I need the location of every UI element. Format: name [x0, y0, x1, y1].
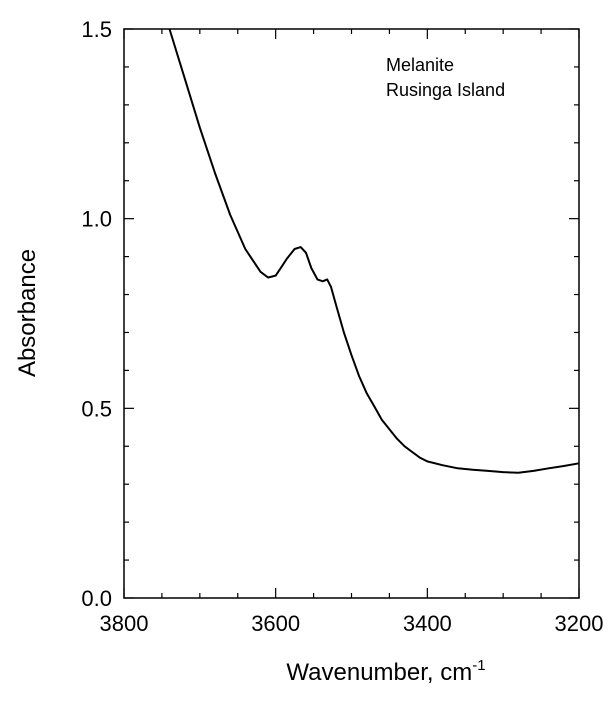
y-tick-label: 0.0	[81, 586, 112, 611]
x-axis-title-superscript: -1	[472, 657, 485, 674]
plot-frame	[123, 28, 580, 599]
annotation-line-2: Rusinga Island	[386, 80, 505, 100]
x-tick-label: 3400	[403, 611, 452, 636]
x-tick-label: 3800	[100, 611, 149, 636]
annotation-line-1: Melanite	[386, 55, 454, 75]
y-tick-label: 1.0	[81, 207, 112, 232]
absorbance-series-line	[168, 28, 580, 474]
axis-tick-labels: 0.0 0.5 1.0 1.5 3800 3600 3400 3200	[81, 17, 603, 636]
y-axis-title: Absorbance	[14, 249, 41, 377]
x-tick-label: 3600	[251, 611, 300, 636]
y-tick-label: 1.5	[81, 17, 112, 42]
axis-ticks	[123, 28, 580, 599]
x-tick-label: 3200	[555, 611, 604, 636]
x-axis-title-text: Wavenumber, cm	[286, 659, 472, 686]
y-tick-label: 0.5	[81, 396, 112, 421]
x-axis-title: Wavenumber, cm-1	[286, 657, 485, 686]
